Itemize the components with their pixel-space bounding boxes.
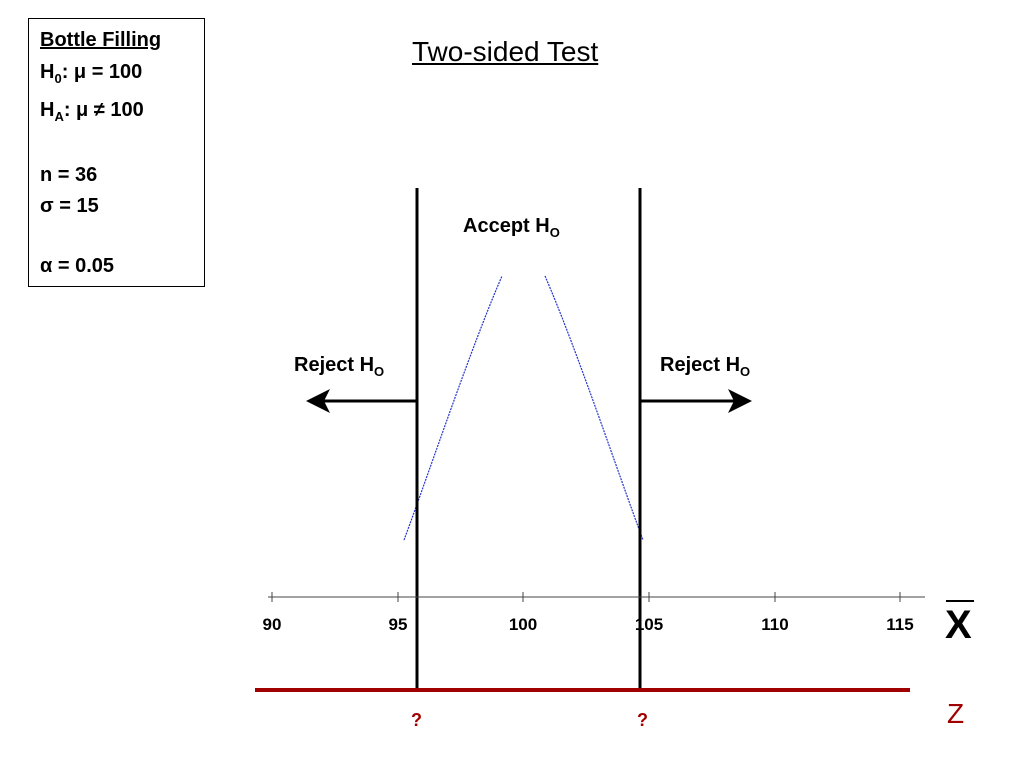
symbol: H [40,99,55,121]
alpha: α = 0.05 [40,255,115,277]
tick-label: 95 [388,615,408,634]
curve-left [403,275,503,541]
symbol: H [40,61,55,83]
sample-size: n = 36 [40,164,98,186]
reject-left-label: Reject HO [294,354,384,379]
curve-right [544,275,644,541]
tick-label: 90 [262,615,282,634]
text: Reject H [294,354,375,376]
text: Accept H [463,215,550,237]
null-hypothesis: H0: μ = 100 [40,61,142,86]
reject-right-label: Reject HO [660,354,750,379]
box-heading: Bottle Filling [40,29,162,51]
tick-label: 110 [761,615,789,634]
tick-label: 100 [508,615,538,634]
text: Reject H [660,354,741,376]
subscript: 0 [54,71,62,86]
text: : μ = 100 [61,61,143,83]
subscript: A [54,109,64,124]
alt-hypothesis: HA: μ ≠ 100 [40,99,144,124]
z-marker: ? [637,710,648,730]
subscript: O [549,225,560,240]
z-axis-label: Z [947,698,965,729]
sigma: σ = 15 [40,195,99,217]
info-box: Bottle Filling H0: μ = 100 HA: μ ≠ 100 n… [28,18,205,287]
title: Two-sided Test [412,36,599,67]
tick-label: 105 [634,615,664,634]
accept-label: Accept HO [463,215,560,240]
tick-label: 115 [886,615,914,634]
x-axis-label: X [945,603,972,647]
axis-ticks [271,592,901,602]
text: : μ ≠ 100 [63,99,144,121]
subscript: O [374,364,385,379]
subscript: O [740,364,751,379]
z-marker: ? [411,710,422,730]
